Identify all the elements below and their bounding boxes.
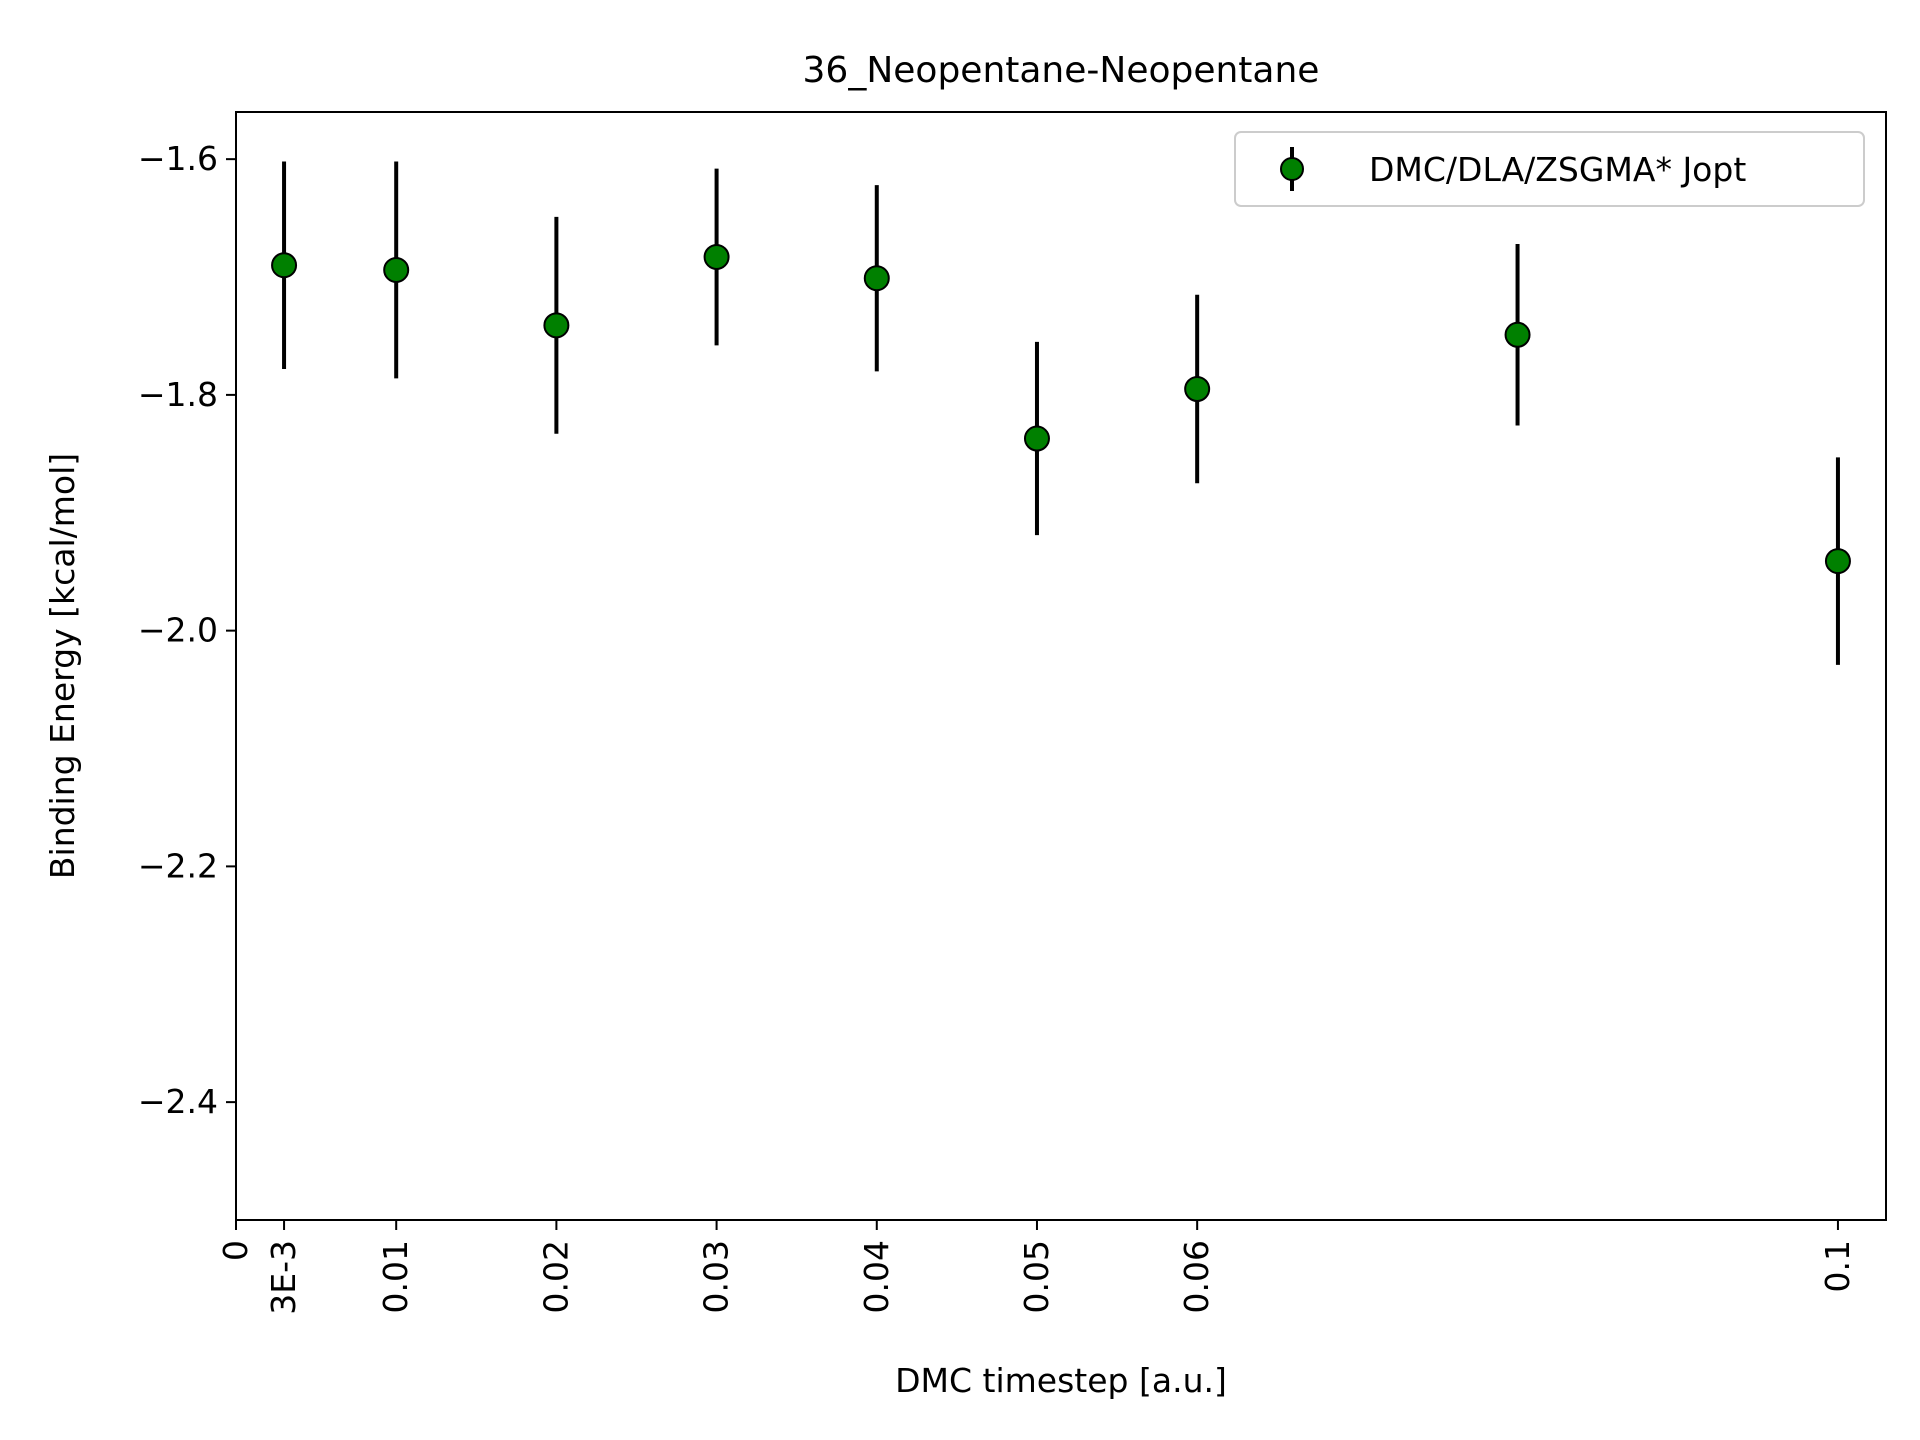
plot-area [271, 161, 1851, 665]
x-tick-label: 0.05 [1017, 1240, 1056, 1313]
data-point [543, 312, 570, 339]
x-tick-label: 0 [216, 1240, 255, 1261]
data-point [703, 243, 730, 270]
x-axis-label: DMC timestep [a.u.] [895, 1361, 1227, 1400]
x-tick-label: 0.03 [697, 1240, 736, 1313]
legend: DMC/DLA/ZSGMA* Jopt [1234, 131, 1865, 207]
chart-title: 36_Neopentane-Neopentane [803, 50, 1320, 91]
y-axis: −1.6 −1.8 −2.0 −2.2 −2.4 [138, 139, 236, 1121]
y-tick-label: −1.8 [138, 375, 218, 414]
data-point [1184, 376, 1211, 402]
legend-marker [1280, 157, 1304, 181]
data-point [1824, 548, 1851, 575]
x-tick-label: 0.02 [536, 1240, 575, 1313]
legend-box [1234, 131, 1865, 207]
axes-frame [235, 111, 1887, 1221]
y-axis-label: Binding Energy [kcal/mol] [43, 453, 82, 879]
data-point [863, 265, 890, 292]
legend-label: DMC/DLA/ZSGMA* Jopt [1369, 150, 1746, 189]
x-tick-label: 0.04 [857, 1240, 896, 1313]
y-tick-label: −2.2 [138, 846, 218, 885]
data-point [1023, 425, 1050, 452]
y-tick-label: −2.0 [138, 611, 218, 650]
x-tick-label: 0.1 [1818, 1240, 1857, 1292]
x-tick-label: 3E-3 [264, 1240, 303, 1315]
x-tick-label: 0.06 [1177, 1240, 1216, 1313]
y-tick-label: −1.6 [138, 139, 218, 178]
data-point [1504, 321, 1531, 348]
x-tick-label: 0.01 [376, 1240, 415, 1313]
data-point [271, 252, 298, 279]
data-point [383, 256, 410, 283]
y-tick-label: −2.4 [138, 1082, 218, 1121]
x-axis: 0 3E-3 0.01 0.02 0.03 0.04 0.05 0.06 0.1 [216, 1220, 1857, 1315]
